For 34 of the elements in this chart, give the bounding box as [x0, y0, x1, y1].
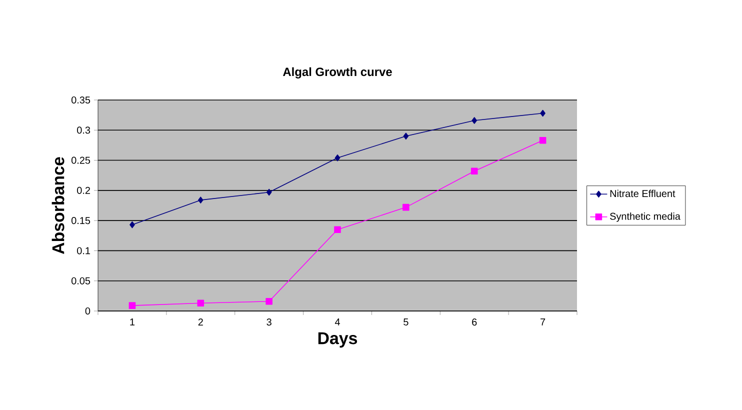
y-tick-label: 0.25 [71, 156, 90, 164]
x-tick-label: 7 [540, 318, 546, 326]
x-tick-label: 1 [130, 318, 135, 326]
legend-label: Synthetic media [610, 212, 680, 222]
point [539, 136, 546, 144]
point [266, 298, 272, 305]
y-tick-label: 0 [85, 307, 90, 315]
point [540, 110, 546, 117]
y-tick-label: 0.15 [71, 217, 90, 224]
y-tick-label: 0.3 [77, 126, 90, 134]
point [334, 226, 341, 234]
point [197, 300, 204, 307]
x-tick-label: 5 [404, 318, 408, 326]
point [472, 117, 478, 124]
point [403, 132, 409, 140]
point [198, 196, 204, 204]
point [334, 154, 340, 162]
x-axis-title: Days [318, 332, 358, 348]
x-tick-label: 3 [266, 318, 272, 326]
chart-title: Algal Growth curve [282, 67, 392, 78]
legend-label: Nitrate Effluent [610, 190, 676, 198]
x-tick-label: 6 [472, 318, 477, 326]
y-tick-label: 0.2 [77, 186, 90, 194]
point [402, 204, 410, 211]
point [470, 168, 478, 175]
x-tick-label: 2 [198, 318, 203, 326]
y-tick-label: 0.05 [71, 277, 90, 284]
x-tick-label: 4 [334, 318, 340, 326]
point [130, 221, 135, 228]
y-tick-label: 0.1 [77, 247, 90, 254]
y-tick-label: 0.35 [71, 96, 90, 104]
point [266, 188, 272, 196]
y-axis-title: Absorbance [52, 157, 64, 254]
point [128, 302, 136, 309]
